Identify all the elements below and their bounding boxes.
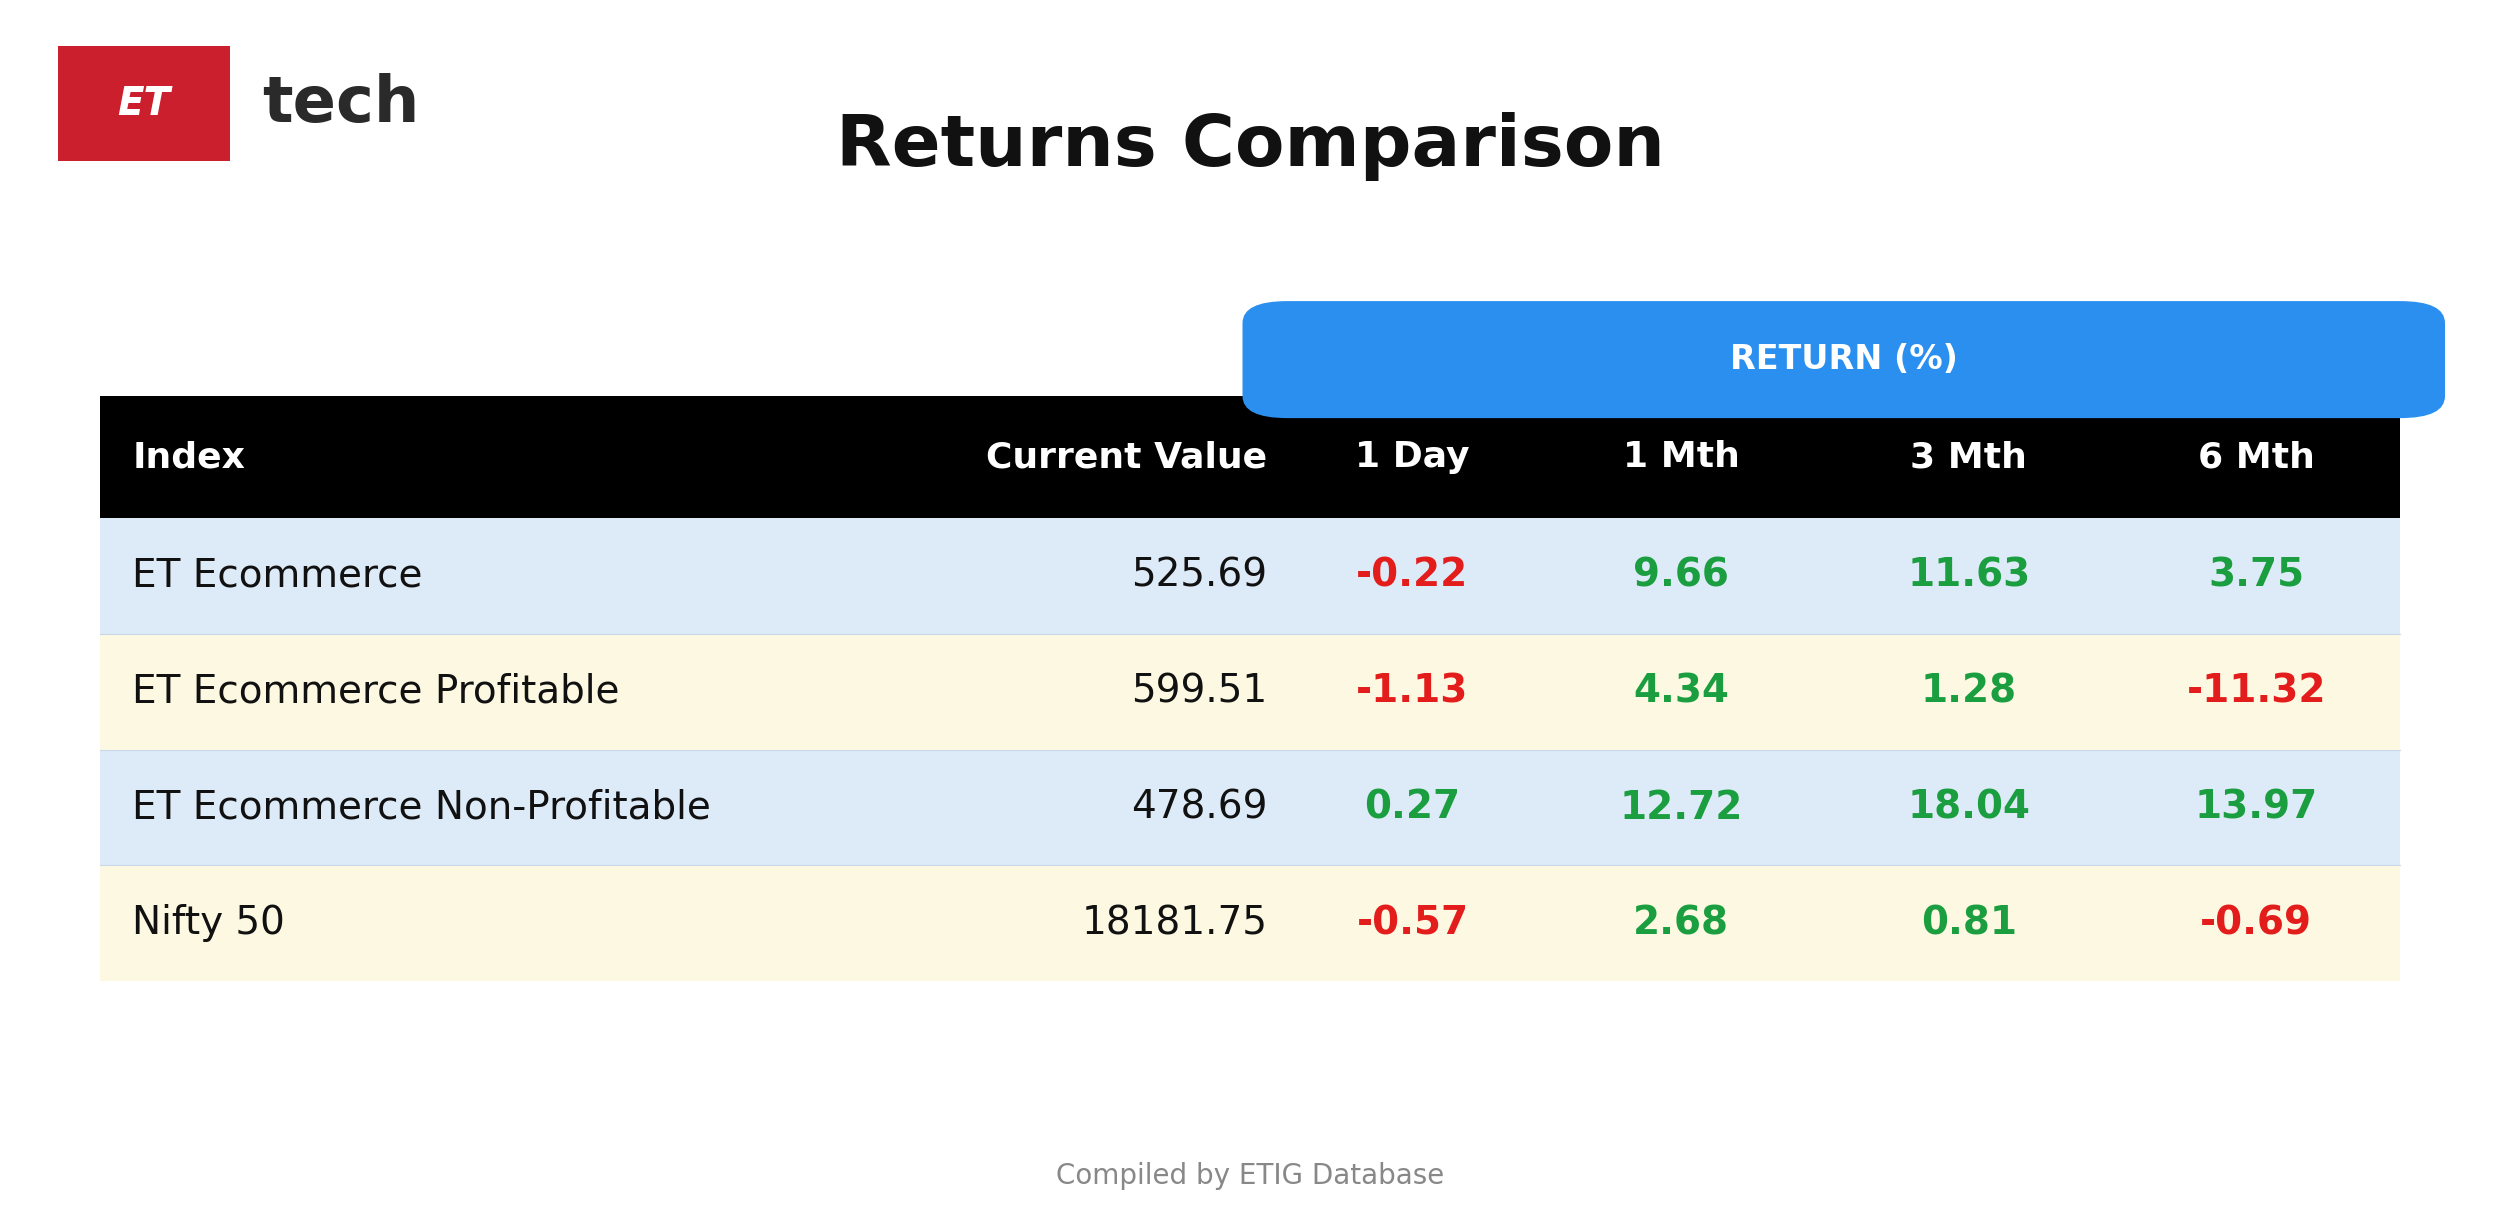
Text: Nifty 50: Nifty 50 [132,904,285,942]
Text: 6 Mth: 6 Mth [2198,440,2315,474]
Text: ET: ET [118,84,170,123]
Text: 3 Mth: 3 Mth [1910,440,2028,474]
Text: Index: Index [132,440,245,474]
Text: 478.69: 478.69 [1130,789,1268,826]
Text: 11.63: 11.63 [1908,557,2030,595]
Text: Returns Comparison: Returns Comparison [835,112,1665,180]
Text: 1 Day: 1 Day [1355,440,1470,474]
Text: ET Ecommerce Non-Profitable: ET Ecommerce Non-Profitable [132,789,712,826]
Text: 3.75: 3.75 [2208,557,2305,595]
Text: 4.34: 4.34 [1632,673,1730,711]
Text: Compiled by ETIG Database: Compiled by ETIG Database [1055,1163,1445,1190]
Text: -0.69: -0.69 [2200,904,2312,942]
Text: -11.32: -11.32 [2188,673,2325,711]
Text: 0.81: 0.81 [1920,904,2018,942]
Text: ET Ecommerce Profitable: ET Ecommerce Profitable [132,673,620,711]
Text: 12.72: 12.72 [1620,789,1742,826]
FancyBboxPatch shape [58,46,230,161]
Text: ET Ecommerce: ET Ecommerce [132,557,423,595]
Text: 1.28: 1.28 [1920,673,2018,711]
Text: 599.51: 599.51 [1130,673,1268,711]
Text: Current Value: Current Value [988,440,1268,474]
Text: 18.04: 18.04 [1908,789,2030,826]
Text: RETURN (%): RETURN (%) [1730,343,1958,377]
Text: -1.13: -1.13 [1358,673,1467,711]
Bar [100,518,2400,634]
Text: 525.69: 525.69 [1132,557,1268,595]
Text: 2.68: 2.68 [1632,904,1730,942]
Bar [100,865,2400,981]
Text: -0.22: -0.22 [1358,557,1467,595]
Text: 13.97: 13.97 [2195,789,2318,826]
Text: 0.27: 0.27 [1365,789,1460,826]
Text: tech: tech [262,73,420,134]
Bar [100,634,2400,750]
Text: 1 Mth: 1 Mth [1622,440,1740,474]
Text: -0.57: -0.57 [1358,904,1467,942]
Text: 18181.75: 18181.75 [1082,904,1268,942]
Bar [100,750,2400,865]
FancyBboxPatch shape [1242,301,2445,418]
Text: 9.66: 9.66 [1632,557,1730,595]
